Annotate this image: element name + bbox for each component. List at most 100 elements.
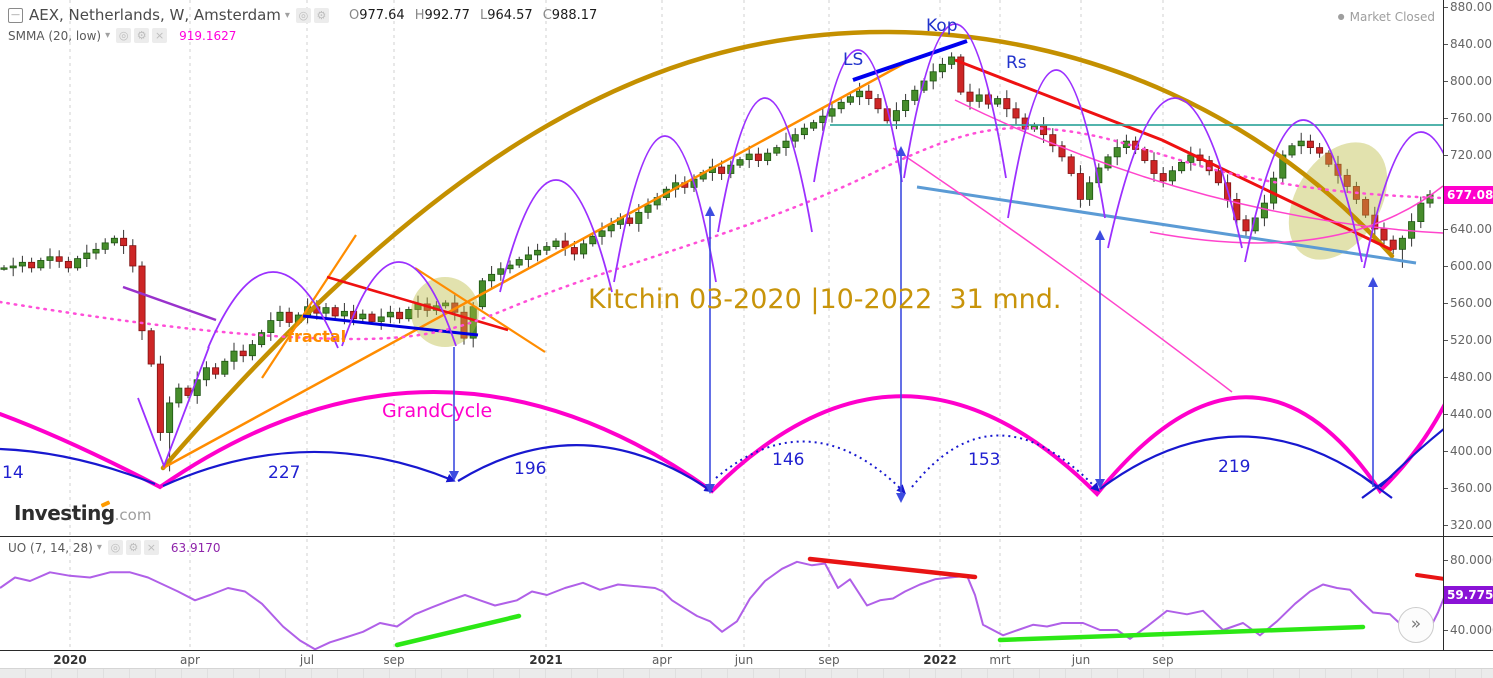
price-tick-label: 640.00 [1443, 222, 1492, 236]
price-tick-label: 800.00 [1443, 74, 1492, 88]
uo-panel [0, 556, 1443, 650]
blue-cycle-arc-left [0, 447, 156, 486]
price-tick-label: 480.00 [1443, 370, 1492, 384]
neckline-blue-line [852, 39, 968, 82]
price-tick-label: 520.00 [1443, 333, 1492, 347]
blue-dotted-arc-153 [911, 434, 1100, 492]
magenta-thin-curve-1 [892, 147, 1233, 393]
violet-cycle-arcs [137, 23, 1443, 469]
cycle-length-label: 14 [2, 463, 24, 483]
blue-cross-marker [1361, 475, 1393, 499]
ohlc-item: O977.64 [348, 7, 405, 23]
cycle-length-label: 219 [1218, 457, 1251, 477]
uo-tick-label: 80.0000 [1443, 553, 1493, 567]
settings-icon[interactable]: ⚙ [313, 7, 329, 23]
price-tick-label: 360.00 [1443, 481, 1492, 495]
ohlc-values: O977.64 H992.77 L964.57 C988.17 [349, 8, 597, 23]
price-tick-label: 560.00 [1443, 296, 1492, 310]
chart-canvas[interactable] [0, 0, 1443, 650]
logo-text: Investing [14, 501, 115, 525]
cycle-length-label: 227 [268, 463, 301, 483]
chevron-down-icon[interactable]: ▾ [284, 9, 290, 21]
price-tick-label: 400.00 [1443, 444, 1492, 458]
visibility-icon[interactable]: ◎ [295, 7, 311, 23]
kitchin-cycle-label: Kitchin 03-2020 |10-2022 31 mnd. [588, 284, 1062, 315]
time-axis-label: sep [818, 653, 840, 667]
magenta-thin-curve-3 [1149, 185, 1443, 244]
price-tick-label: 600.00 [1443, 259, 1492, 273]
orange-uptrend-line [162, 61, 906, 470]
uo-red-dash [1415, 573, 1443, 581]
grandcycle-arcs [0, 390, 1443, 497]
fractal-label: fractal [287, 327, 347, 346]
downtrend-red-line [954, 58, 1393, 252]
grandcycle-label: GrandCycle [382, 400, 493, 422]
orange-fan-line-down [414, 267, 546, 353]
time-axis-label: sep [383, 653, 405, 667]
close-icon[interactable]: × [152, 28, 168, 43]
symbol-title: AEX, Netherlands, W, Amsterdam [29, 6, 281, 24]
visibility-icon[interactable]: ◎ [116, 28, 132, 43]
settings-icon[interactable]: ⚙ [134, 28, 150, 43]
smma-icon-row: ◎ ⚙ × [116, 28, 168, 43]
price-tick-label: 720.00 [1443, 148, 1492, 162]
price-tick-label: 760.00 [1443, 111, 1492, 125]
price-tick-label: 880.00 [1443, 0, 1492, 14]
time-axis-label: jun [1071, 653, 1091, 667]
uo-tick-label: 40.0000 [1443, 623, 1493, 637]
price-tick-label: 440.00 [1443, 407, 1492, 421]
time-axis-label: sep [1152, 653, 1174, 667]
uo-red-trendline [807, 556, 978, 580]
ohlc-item: L964.57 [479, 7, 533, 23]
investing-logo: Investing.com [14, 500, 152, 525]
kitchin-gold-arc [160, 29, 1395, 471]
uo-value-badge: 59.7750 [1443, 586, 1493, 605]
light-blue-support-line [916, 185, 1417, 265]
uo-indicator-line [0, 560, 1443, 650]
cycle-length-label: 196 [514, 459, 547, 479]
visibility-icon[interactable]: ◎ [107, 540, 123, 555]
smma-value: 919.1627 [179, 28, 237, 43]
uo-label: UO (7, 14, 28) [8, 540, 93, 555]
market-status: Market Closed [1338, 10, 1435, 24]
cycle-length-label: 146 [772, 450, 805, 470]
chevron-down-icon[interactable]: ▾ [96, 542, 102, 553]
orange-fan-line-up [261, 234, 357, 379]
cycle-length-label: 153 [968, 450, 1001, 470]
magenta-thin-curve-2 [954, 99, 1443, 234]
time-axis[interactable]: 2020 apr jul sep 2021 apr jun sep 2022 mrt jun sep [0, 650, 1493, 668]
time-axis-label: jun [734, 653, 754, 667]
head-shoulders-label: LS [843, 50, 864, 70]
collapse-panel-icon[interactable]: — [8, 7, 23, 23]
settings-icon[interactable]: ⚙ [125, 540, 141, 555]
violet-mini-trendline [122, 285, 217, 322]
panel-separator[interactable] [0, 536, 1493, 537]
vertical-gridlines [69, 0, 1164, 648]
close-icon[interactable]: × [143, 540, 159, 555]
last-price-badge: 677.08 [1443, 185, 1493, 204]
uo-value: 63.9170 [170, 540, 221, 555]
price-axis[interactable]: 677.08 880.00 840.00 800.00 760.00 720.00 640… [1443, 0, 1493, 650]
title-icon-row: ◎ ⚙ [295, 7, 329, 23]
chevron-down-icon[interactable]: ▾ [105, 30, 111, 41]
time-axis-label: jul [299, 653, 315, 667]
uo-icon-row: ◎ ⚙ × [107, 540, 159, 555]
smma-dotted-curve [0, 126, 1443, 341]
horizontal-scrollbar[interactable] [0, 668, 1493, 678]
blue-dotted-arc-146 [715, 440, 906, 494]
time-axis-label: 2021 [529, 653, 563, 667]
head-shoulders-label: Rs [1006, 53, 1027, 73]
time-axis-label: apr [652, 653, 672, 667]
scroll-to-latest-button[interactable]: » [1398, 607, 1434, 643]
smma-label: SMMA (20, low) [8, 28, 102, 43]
logo-tld: .com [114, 506, 152, 524]
fractal-blue-line [302, 314, 479, 337]
ohlc-item: H992.77 [414, 7, 470, 23]
time-axis-label: 2022 [923, 653, 957, 667]
time-axis-label: 2020 [53, 653, 87, 667]
time-axis-label: apr [180, 653, 200, 667]
blue-cycle-arc-196 [457, 444, 714, 493]
ohlc-item: C988.17 [542, 7, 598, 23]
time-axis-label: mrt [989, 653, 1011, 667]
